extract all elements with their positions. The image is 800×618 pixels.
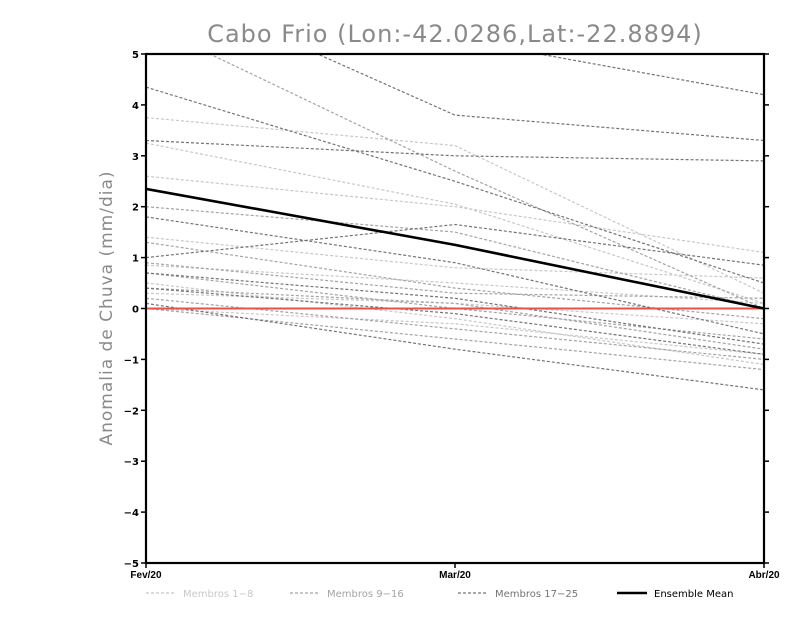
series-line-m04 <box>146 236 764 279</box>
y-tick-label: −4 <box>124 508 139 519</box>
series-line-m05 <box>146 264 764 304</box>
y-tick-label: −5 <box>124 559 139 570</box>
y-axis-label: Anomalia de Chuva (mm/dia) <box>97 170 117 445</box>
y-tick-label: 1 <box>132 254 139 265</box>
series-line-m14 <box>146 287 764 350</box>
legend: Membros 1−8 Membros 9−16 Membros 17−25 Ense… <box>146 589 733 600</box>
series-line-m07 <box>146 292 764 325</box>
y-tick-label: 3 <box>132 152 139 163</box>
series-line-m16 <box>146 307 764 371</box>
series-line-m02 <box>146 142 764 304</box>
series-line-m11 <box>146 241 764 320</box>
ensemble-mean-line <box>146 187 764 310</box>
series-line-m19 <box>146 86 764 284</box>
y-tick-label: −2 <box>124 406 139 417</box>
series-line-m20 <box>146 139 764 162</box>
series-line-m10 <box>146 206 764 310</box>
series-line-m08 <box>146 307 764 355</box>
series-line-m21 <box>146 216 764 335</box>
axis-layer: −5 −4 −3 −2 −1 0 1 2 3 4 5 Fev/20 Mar/20 Abr/20 <box>124 50 780 581</box>
y-tick-label: 0 <box>132 305 139 316</box>
y-tick-label: −3 <box>124 457 139 468</box>
legend-label: Membros 17−25 <box>495 589 578 600</box>
chart-title: Cabo Frio (Lon:-42.0286,Lat:-22.8894) <box>207 20 703 48</box>
series-line-m09 <box>208 54 764 310</box>
series-layer <box>146 54 764 391</box>
y-tick-label: 5 <box>132 50 139 61</box>
y-tick-label: 4 <box>132 101 139 112</box>
x-tick-label: Fev/20 <box>130 570 162 581</box>
series-line-m24 <box>146 287 764 355</box>
series-line-m12 <box>146 262 764 299</box>
series-line-m25 <box>146 302 764 391</box>
series-line-m01 <box>146 117 764 294</box>
x-tick-label: Mar/20 <box>439 570 471 581</box>
series-line-m15 <box>146 297 764 360</box>
y-tick-label: 2 <box>132 203 139 214</box>
ensemble-mean-layer <box>146 187 764 310</box>
series-line-m06 <box>146 282 764 366</box>
series-line-m22 <box>146 223 764 266</box>
x-tick-label: Abr/20 <box>748 570 780 581</box>
series-line-m03 <box>146 175 764 254</box>
legend-label: Ensemble Mean <box>654 589 733 600</box>
y-tick-label: −1 <box>124 355 139 366</box>
series-line-m23 <box>146 272 764 345</box>
legend-label: Membros 1−8 <box>183 589 253 600</box>
legend-label: Membros 9−16 <box>327 589 404 600</box>
